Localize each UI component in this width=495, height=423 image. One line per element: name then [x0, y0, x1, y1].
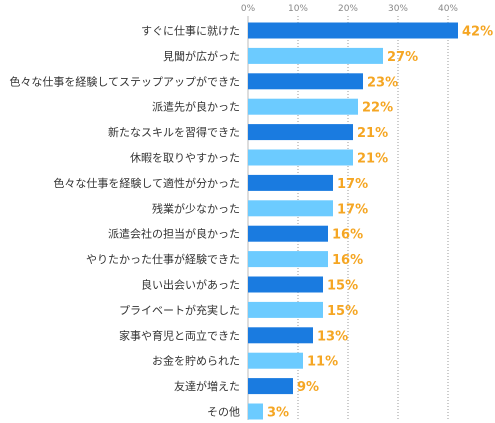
bar: [248, 225, 328, 242]
category-label: 家事や育児と両立できた: [119, 328, 240, 342]
category-label: 派遣先が良かった: [152, 100, 240, 114]
value-label: 11%: [307, 355, 338, 370]
category-label: 良い出会いがあった: [141, 278, 240, 292]
x-tick-label: 20%: [338, 4, 358, 14]
value-label: 21%: [357, 152, 388, 167]
x-tick-label: 40%: [438, 4, 458, 14]
category-label: 休暇を取りやすかった: [130, 152, 240, 165]
bar: [248, 200, 333, 217]
bar: [248, 403, 263, 420]
bar: [248, 327, 313, 344]
value-label: 16%: [332, 228, 363, 243]
value-label: 17%: [337, 202, 368, 217]
bar: [248, 251, 328, 268]
bar: [248, 22, 458, 39]
value-label: 21%: [357, 126, 388, 141]
value-labels: 42% 27% 23% 22% 21% 21% 17% 17% 16% 16% 15% 15% 13% 1…: [267, 25, 493, 421]
bar: [248, 174, 333, 191]
category-label: 色々な仕事を経験して適性が分かった: [53, 176, 240, 190]
bar: [248, 124, 353, 141]
value-label: 13%: [317, 329, 348, 344]
value-label: 42%: [462, 25, 493, 40]
x-tick-label: 0%: [241, 4, 256, 14]
gridlines: [297, 16, 449, 420]
x-tick-label: 10%: [288, 4, 308, 14]
bars: [248, 22, 458, 420]
category-label: 派遣会社の担当が良かった: [108, 227, 240, 241]
category-label: 新たなスキルを習得できた: [108, 125, 240, 139]
category-label: その他: [207, 406, 240, 419]
category-label: プライベートが充実した: [119, 303, 240, 317]
bar: [248, 47, 383, 64]
value-label: 22%: [362, 101, 393, 116]
category-label: お金を貯められた: [152, 354, 240, 368]
bar: [248, 352, 303, 369]
category-label: 友達が増えた: [174, 379, 240, 393]
x-tick-label: 30%: [388, 4, 408, 14]
value-label: 16%: [332, 253, 363, 268]
value-label: 23%: [367, 75, 398, 90]
category-label: 色々な仕事を経験してステップアップができた: [9, 74, 240, 88]
bar: [248, 73, 363, 90]
category-label: 見聞が広がった: [163, 49, 240, 63]
bar: [248, 378, 293, 395]
value-label: 15%: [327, 279, 358, 294]
category-label: すぐに仕事に就けた: [141, 24, 240, 38]
value-label: 17%: [337, 177, 368, 192]
value-label: 9%: [297, 380, 319, 395]
category-labels: すぐに仕事に就けた見聞が広がった色々な仕事を経験してステップアップができた派遣先…: [9, 24, 240, 419]
value-label: 3%: [267, 406, 289, 421]
x-tick-labels: 0% 10% 20% 30% 40%: [241, 4, 459, 14]
value-label: 27%: [387, 50, 418, 65]
value-label: 15%: [327, 304, 358, 319]
bar: [248, 276, 323, 293]
category-label: やりたかった仕事が経験できた: [86, 252, 240, 266]
bar: [248, 301, 323, 318]
category-label: 残業が少なかった: [152, 201, 240, 215]
bar: [248, 149, 353, 166]
bar: [248, 98, 358, 115]
